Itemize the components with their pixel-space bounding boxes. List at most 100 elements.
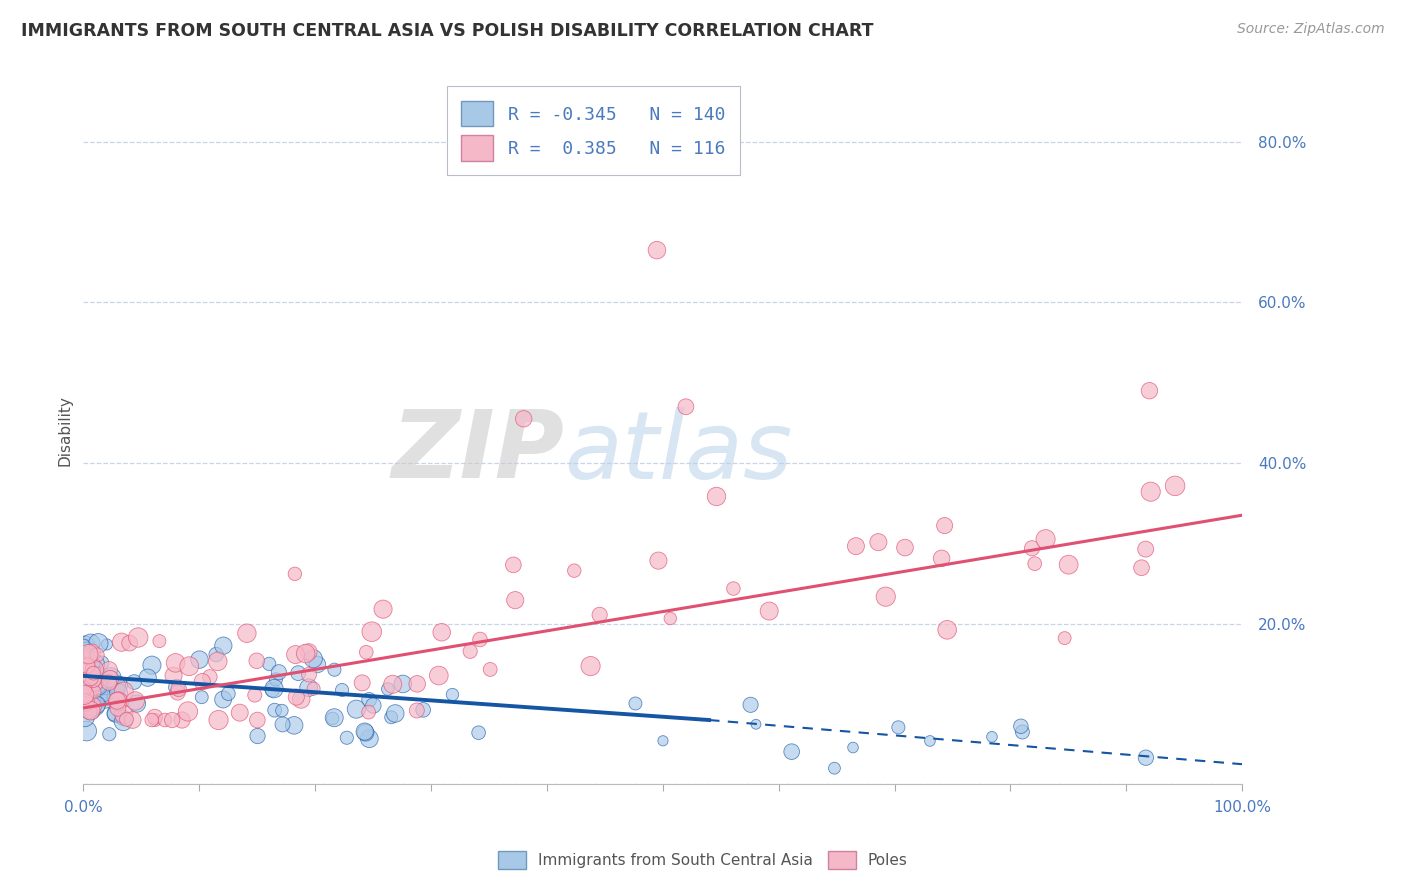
Point	[354, 725, 377, 739]
Point	[353, 724, 375, 739]
Point	[263, 681, 285, 696]
Point	[80, 673, 103, 688]
Point	[503, 593, 526, 607]
Point	[166, 680, 188, 694]
Point	[76, 665, 98, 679]
Point	[80, 686, 103, 700]
Point	[75, 643, 97, 657]
Text: atlas: atlas	[564, 407, 793, 498]
Point	[845, 539, 868, 553]
Point	[468, 632, 491, 647]
Point	[80, 677, 103, 691]
Point	[75, 666, 97, 681]
Point	[160, 713, 183, 727]
Point	[87, 680, 110, 694]
Point	[107, 685, 129, 699]
Point	[1135, 542, 1157, 557]
Point	[1024, 557, 1046, 571]
Point	[76, 679, 98, 693]
Point	[298, 645, 321, 659]
Point	[1130, 560, 1153, 574]
Point	[82, 673, 104, 687]
Point	[1010, 719, 1032, 733]
Point	[675, 400, 697, 414]
Point	[302, 651, 325, 665]
Point	[384, 706, 406, 721]
Point	[73, 653, 96, 667]
Point	[79, 657, 101, 672]
Point	[191, 674, 214, 689]
Point	[479, 663, 502, 677]
Point	[112, 684, 135, 698]
Legend: R = -0.345   N = 140, R =  0.385   N = 116: R = -0.345 N = 140, R = 0.385 N = 116	[447, 87, 740, 176]
Point	[76, 649, 98, 664]
Point	[93, 685, 115, 699]
Point	[1057, 558, 1080, 572]
Point	[73, 694, 96, 708]
Legend: Immigrants from South Central Asia, Poles: Immigrants from South Central Asia, Pole…	[492, 845, 914, 875]
Point	[336, 731, 359, 745]
Point	[405, 704, 427, 718]
Point	[1135, 750, 1157, 764]
Point	[894, 541, 917, 555]
Point	[76, 695, 98, 709]
Point	[246, 654, 269, 668]
Text: Source: ZipAtlas.com: Source: ZipAtlas.com	[1237, 22, 1385, 37]
Point	[257, 657, 280, 671]
Point	[86, 681, 108, 695]
Point	[75, 665, 97, 679]
Point	[381, 677, 404, 691]
Point	[105, 694, 128, 708]
Point	[357, 705, 380, 719]
Point	[86, 677, 108, 691]
Point	[380, 710, 402, 724]
Point	[75, 640, 97, 654]
Point	[75, 695, 97, 709]
Point	[143, 713, 166, 727]
Point	[83, 675, 105, 690]
Point	[264, 673, 287, 687]
Point	[359, 693, 381, 707]
Point	[352, 676, 374, 690]
Point	[141, 713, 163, 727]
Point	[73, 700, 96, 714]
Point	[107, 678, 129, 692]
Point	[1164, 479, 1187, 493]
Point	[842, 740, 865, 755]
Point	[84, 668, 107, 682]
Point	[271, 717, 294, 731]
Point	[73, 654, 96, 668]
Point	[76, 665, 98, 680]
Point	[936, 623, 959, 637]
Point	[73, 690, 96, 704]
Point	[82, 666, 104, 681]
Point	[624, 697, 647, 711]
Point	[360, 624, 382, 639]
Point	[212, 692, 235, 706]
Point	[73, 676, 96, 690]
Point	[406, 677, 429, 691]
Point	[263, 703, 285, 717]
Point	[83, 657, 105, 672]
Point	[1011, 725, 1033, 739]
Point	[652, 733, 675, 747]
Point	[73, 670, 96, 684]
Point	[371, 602, 394, 616]
Point	[512, 412, 534, 426]
Point	[86, 690, 108, 705]
Point	[79, 705, 101, 719]
Point	[427, 668, 450, 682]
Point	[918, 734, 941, 748]
Point	[73, 662, 96, 676]
Text: IMMIGRANTS FROM SOUTH CENTRAL ASIA VS POLISH DISABILITY CORRELATION CHART: IMMIGRANTS FROM SOUTH CENTRAL ASIA VS PO…	[21, 22, 873, 40]
Point	[73, 658, 96, 673]
Point	[76, 674, 98, 689]
Point	[105, 678, 128, 692]
Point	[104, 706, 127, 721]
Point	[166, 685, 188, 699]
Point	[73, 698, 96, 712]
Point	[79, 704, 101, 718]
Point	[75, 665, 97, 680]
Point	[887, 720, 910, 734]
Point	[441, 688, 464, 702]
